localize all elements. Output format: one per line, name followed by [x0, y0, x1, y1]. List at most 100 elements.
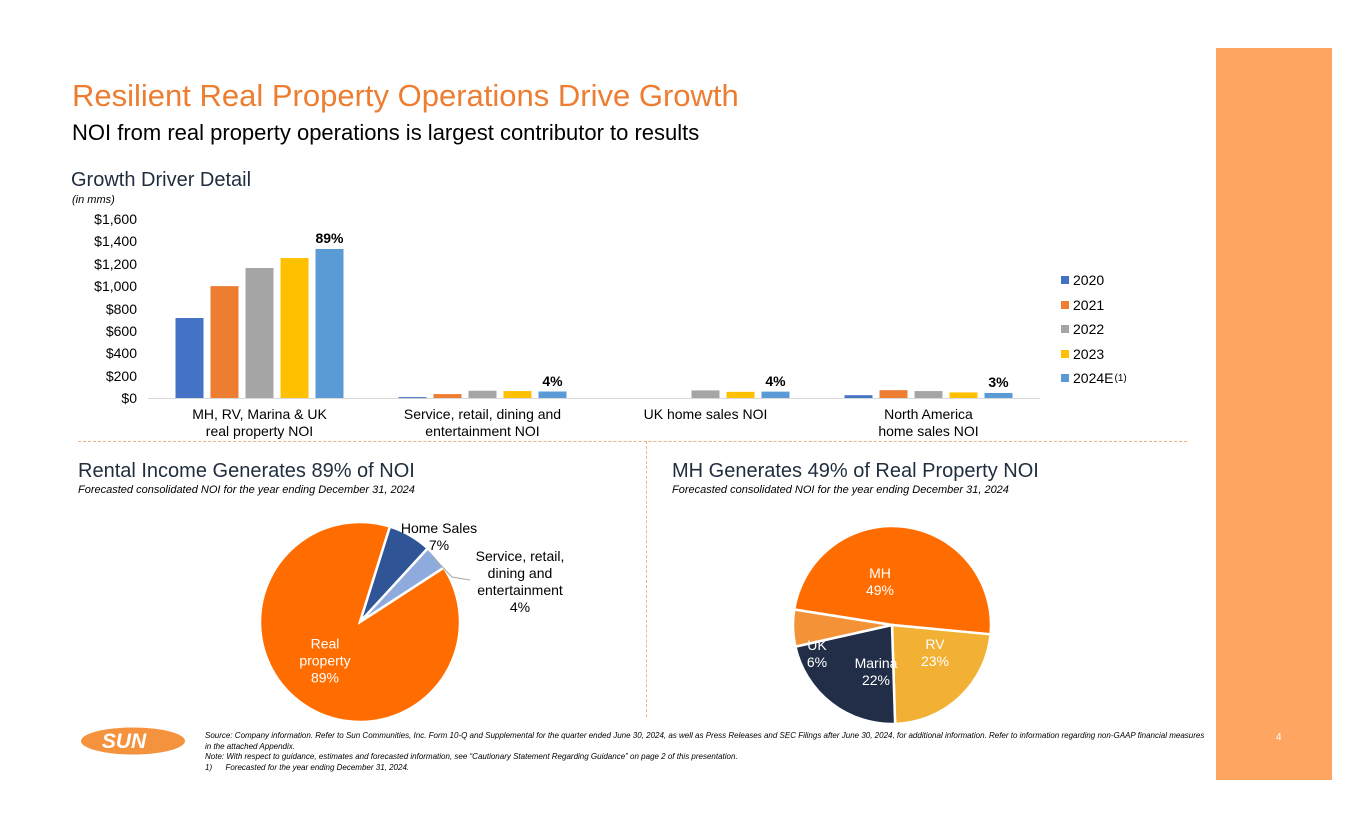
bar-2022-cat3 [914, 391, 943, 398]
category-label-line: entertainment NOI [425, 423, 540, 439]
pie2-subtitle: Forecasted consolidated NOI for the year… [672, 484, 1009, 496]
pie1-leader-line [432, 556, 471, 581]
bar-2023-cat3 [949, 392, 978, 398]
legend-item-2024e: 2024E (1) [1061, 366, 1127, 391]
footnote-1: 1) Forecasted for the year ending Decemb… [205, 762, 410, 772]
source-note: Source: Company information. Refer to Su… [205, 731, 1205, 751]
legend-label: 2024E [1073, 370, 1114, 387]
pie-label-rv: RV 23% [921, 636, 949, 670]
pie-label-line: Home Sales [400, 520, 478, 536]
bar-2023-cat1 [503, 391, 532, 398]
bar-2024e-cat3 [984, 392, 1013, 398]
pie-slice-marina [793, 623, 897, 726]
category-label-line: MH, RV, Marina & UK [192, 406, 327, 422]
legend-swatch [1061, 374, 1069, 383]
y-tick-label: $800 [105, 300, 137, 317]
legend-label: 2022 [1073, 321, 1105, 338]
y-tick-label: $1,200 [94, 255, 137, 272]
y-tick-label: $600 [105, 322, 137, 339]
page-subtitle: NOI from real property operations is lar… [72, 120, 700, 145]
bar-2021-cat1 [433, 394, 462, 398]
pie-slice-service-retail-dining-and-entertainment [359, 546, 446, 624]
category-label-line: home sales NOI [878, 423, 979, 439]
growth-driver-units: (in mms) [72, 194, 115, 206]
pie-label-line: property [299, 652, 351, 669]
pie-label-line: 7% [428, 537, 450, 553]
legend-label: 2023 [1073, 345, 1105, 362]
side-accent-panel [1216, 48, 1332, 780]
bar-2023-cat2 [726, 391, 755, 398]
legend-item-2020: 2020 [1061, 268, 1127, 293]
legend-swatch [1061, 276, 1069, 285]
growth-driver-title: Growth Driver Detail [71, 169, 252, 191]
logo-text: SUN [102, 730, 147, 753]
pie-label-line: RV [925, 636, 945, 652]
pie-label-mh: MH 49% [866, 565, 894, 599]
horizontal-divider [78, 441, 1187, 442]
pie-slice-mh [792, 524, 993, 636]
vertical-divider [646, 441, 647, 717]
legend-swatch [1061, 349, 1069, 358]
pie-label-line: entertainment [477, 582, 563, 598]
category-label: Service, retail, dining and entertainment… [404, 406, 561, 440]
y-tick-label: $1,600 [94, 211, 137, 227]
legend-swatch [1061, 300, 1069, 309]
pie-label-line: 89% [310, 669, 340, 686]
category-label-line: Service, retail, dining and [403, 406, 562, 422]
data-label: 4% [765, 372, 786, 389]
bar-2022-cat1 [468, 390, 497, 398]
bar-2024e-cat1 [538, 391, 567, 398]
pie2-chart [791, 524, 993, 726]
bar-2023-cat0 [280, 258, 309, 398]
pie2-title: MH Generates 49% of Real Property NOI [672, 460, 1039, 482]
legend-swatch [1061, 325, 1069, 334]
bar-2020-cat0 [175, 318, 204, 398]
legend-label: 2020 [1073, 272, 1105, 289]
bar-2024e-cat2 [761, 391, 790, 398]
page-number: 4 [1276, 732, 1282, 743]
bar-2020-cat1 [398, 397, 427, 399]
bar-2022-cat0 [245, 268, 274, 398]
bar-2021-cat3 [879, 390, 908, 398]
y-tick-label: $400 [105, 345, 137, 362]
pie-label-home-sales: Home Sales 7% [401, 520, 477, 554]
pie-label-line: Marina [854, 655, 898, 671]
pie1-title: Rental Income Generates 89% of NOI [78, 460, 415, 482]
pie-label-marina: Marina 22% [855, 655, 898, 689]
y-tick-label: $200 [105, 367, 137, 384]
pie-label-line: Real [310, 635, 340, 652]
category-label: MH, RV, Marina & UK real property NOI [192, 406, 327, 440]
bar-2021-cat0 [210, 286, 239, 398]
legend-item-2022: 2022 [1061, 317, 1127, 342]
legend-item-2023: 2023 [1061, 342, 1127, 367]
sun-logo: SUN [81, 727, 185, 755]
y-tick-label: $1,400 [94, 233, 137, 250]
bar-2024e-cat0 [315, 248, 344, 398]
pie1-subtitle: Forecasted consolidated NOI for the year… [78, 484, 415, 496]
category-label: UK home sales NOI [644, 406, 768, 423]
bar-2020-cat3 [844, 395, 873, 398]
data-label: 3% [988, 373, 1009, 390]
chart-legend: 2020 2021 2022 2023 2024E (1) [1061, 268, 1127, 391]
pie-label-line: dining and [487, 565, 553, 581]
pie-label-uk: UK 6% [807, 637, 827, 671]
data-label: 89% [315, 229, 344, 246]
legend-footnote: (1) [1114, 372, 1127, 384]
pie-label-line: 49% [865, 582, 895, 598]
y-tick-label: $1,000 [94, 278, 137, 295]
legend-label: 2021 [1073, 296, 1105, 313]
category-label-line: real property NOI [205, 423, 314, 439]
pie-label-line: 23% [920, 653, 950, 669]
pie-label-real-property: Real property 89% [299, 636, 350, 687]
data-label: 4% [542, 372, 563, 389]
legend-item-2021: 2021 [1061, 293, 1127, 318]
category-label-line: UK home sales NOI [643, 406, 768, 422]
pie-label-line: 4% [509, 599, 531, 615]
pie-label-line: UK [807, 637, 827, 653]
pie-label-line: MH [869, 565, 891, 581]
pie-label-line: 6% [806, 654, 828, 670]
page-title: Resilient Real Property Operations Drive… [72, 78, 739, 113]
pie-slice-rv [890, 623, 992, 726]
y-tick-label: $0 [121, 390, 137, 406]
